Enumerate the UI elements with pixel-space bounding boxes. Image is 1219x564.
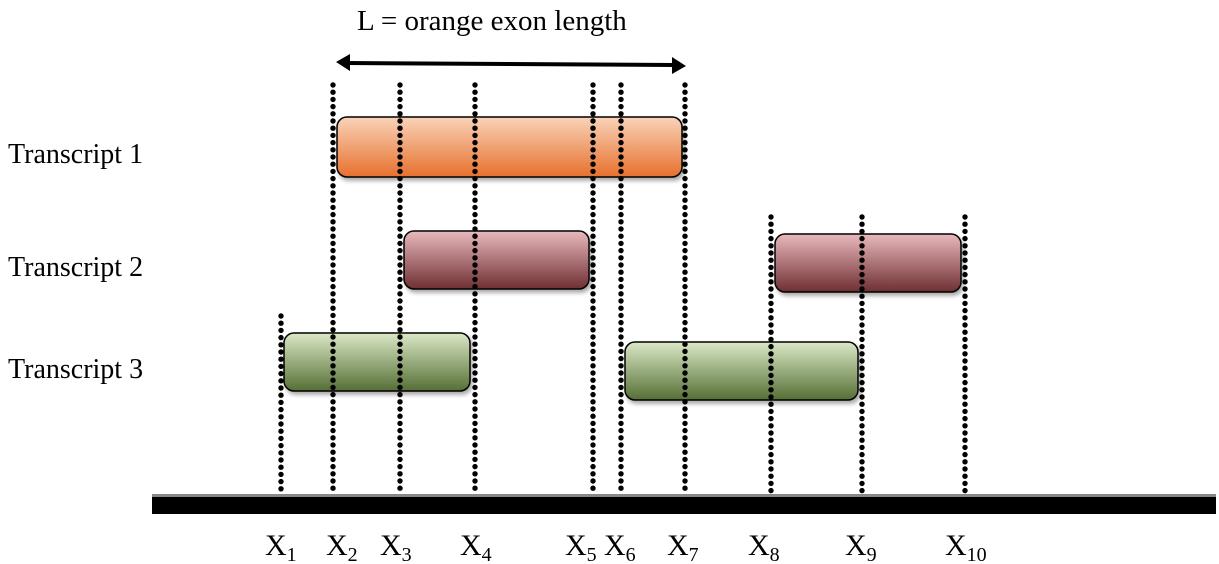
position-label-x2: X2 (326, 529, 358, 564)
dotted-guide-x4 (472, 82, 478, 491)
genome-line (152, 494, 1216, 514)
position-label-x1: X1 (265, 529, 297, 564)
position-label-x9: X9 (845, 529, 877, 564)
dotted-guide-x6 (618, 82, 624, 491)
length-title: L = orange exon length (357, 5, 627, 37)
dotted-guide-x3 (397, 82, 403, 491)
exon-transcript-3-green-b (624, 341, 859, 401)
track-label-transcript-1: Transcript 1 (8, 139, 143, 170)
dotted-guide-x5 (590, 82, 596, 491)
exon-transcript-2-maroon-b (774, 233, 962, 293)
arrowhead-right-icon (672, 57, 686, 74)
position-label-x6: X6 (604, 529, 636, 564)
position-label-x8: X8 (748, 529, 780, 564)
dotted-guide-x2 (330, 82, 336, 491)
dotted-guide-lines (278, 82, 968, 494)
dotted-guide-x7 (682, 82, 688, 491)
track-label-transcript-2: Transcript 2 (8, 252, 143, 283)
position-labels: X1 X2 X3 X4 X5 X6 X7 X8 X9 X10 (265, 529, 987, 564)
length-arrow (336, 54, 686, 74)
position-label-x10: X10 (945, 529, 987, 564)
genome-line-highlight (152, 494, 1216, 497)
position-label-x3: X3 (380, 529, 412, 564)
exon-transcript-2-maroon-a (403, 230, 590, 290)
position-label-x5: X5 (565, 529, 597, 564)
dotted-guide-x8 (768, 214, 774, 494)
position-label-x4: X4 (460, 529, 492, 564)
track-label-transcript-3: Transcript 3 (8, 354, 143, 385)
exon-transcript-1-orange (336, 116, 683, 178)
exon-transcript-3-green-a (283, 332, 471, 392)
dotted-guide-x10 (962, 214, 968, 494)
arrowhead-left-icon (336, 54, 350, 71)
dotted-guide-x9 (859, 214, 865, 494)
dotted-guide-x1 (278, 313, 284, 492)
position-label-x7: X7 (667, 529, 699, 564)
